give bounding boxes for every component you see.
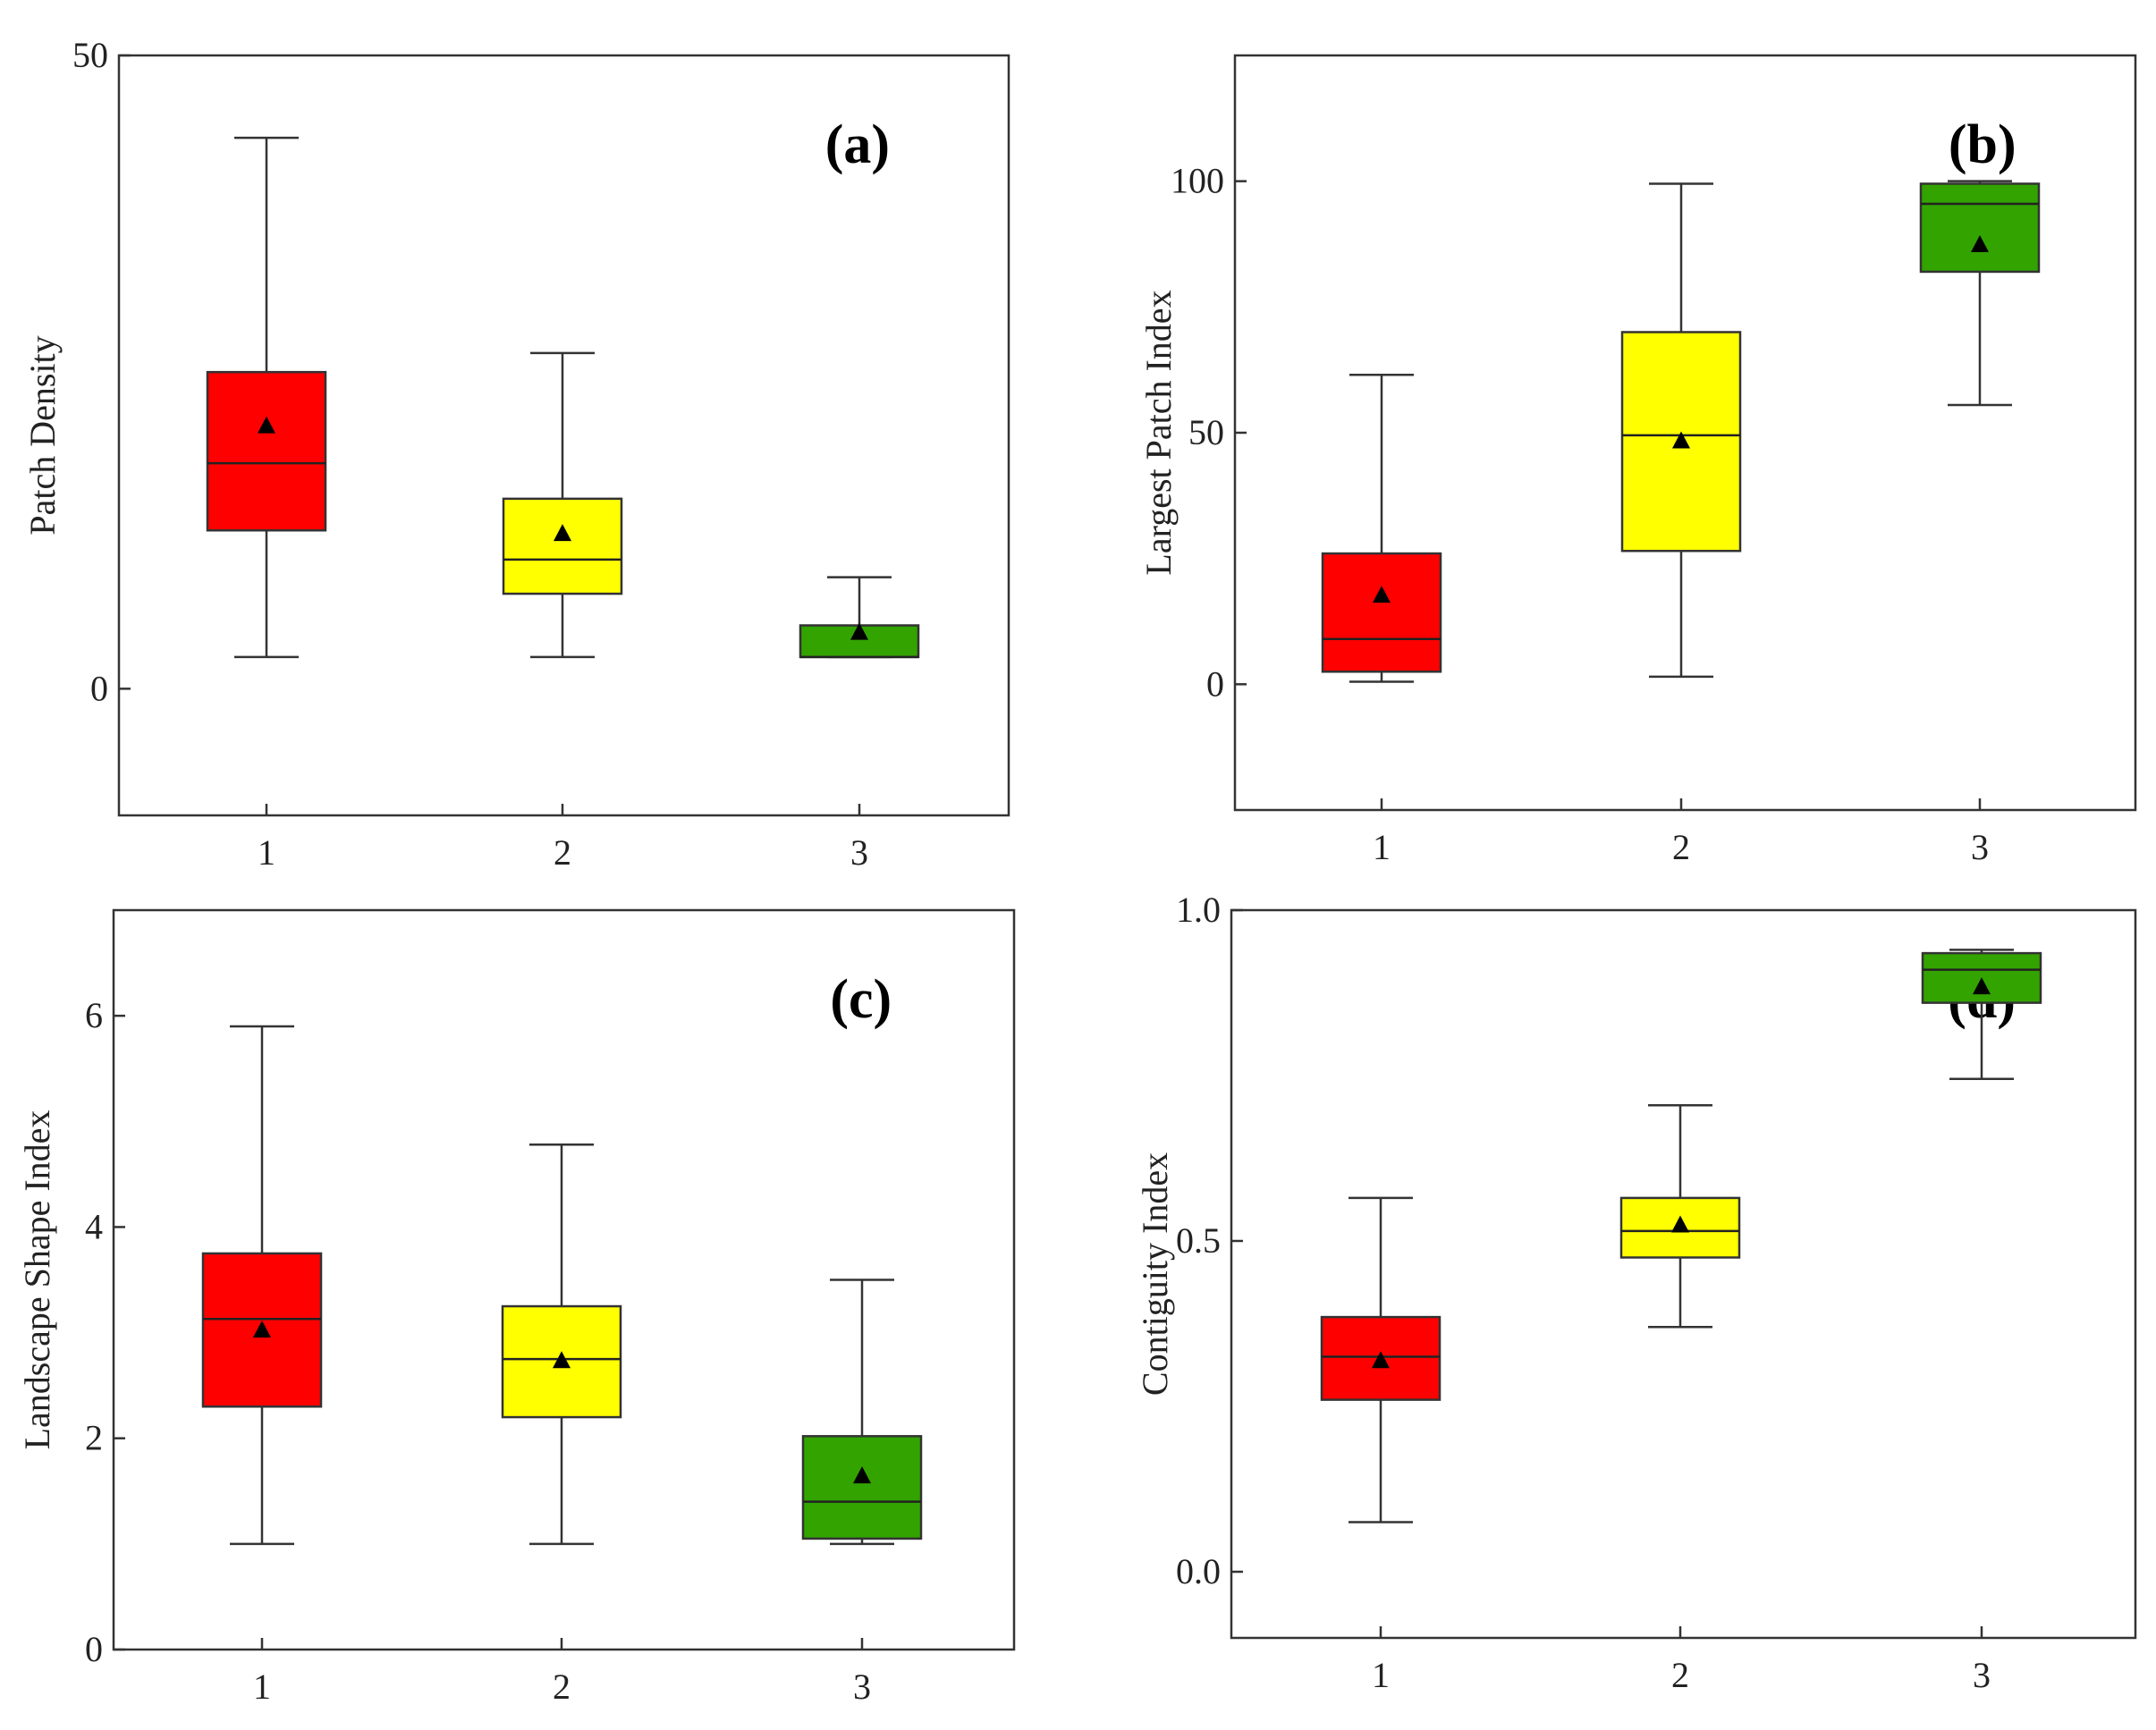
iqr-box: [502, 497, 623, 595]
x-tick-label: 1: [1372, 1655, 1390, 1695]
y-tick-label: 0.0: [1176, 1551, 1221, 1591]
mean-marker: [258, 416, 275, 434]
mean-marker: [1373, 586, 1391, 603]
box-category-1: [206, 136, 327, 659]
mean-marker: [1671, 1215, 1689, 1233]
box-category-1: [1321, 374, 1442, 683]
iqr-box: [1921, 951, 2042, 1004]
iqr-box: [801, 1435, 923, 1540]
x-tick-label: 2: [553, 1667, 571, 1707]
plot-frame: [112, 908, 1016, 1651]
x-tick-label: 1: [253, 1667, 271, 1707]
panel-label: (b): [1949, 114, 2016, 175]
y-tick-label: 0: [1206, 663, 1224, 704]
box-category-3: [801, 1279, 923, 1546]
y-axis-label: Patch Density: [22, 335, 63, 535]
iqr-box: [1321, 552, 1442, 673]
mean-marker: [553, 1351, 571, 1369]
x-tick-label: 1: [1373, 827, 1391, 867]
iqr-box: [1919, 182, 2041, 274]
box-category-1: [1320, 1196, 1442, 1523]
y-tick-label: 1.0: [1176, 890, 1221, 930]
y-axis-label: Contiguity Index: [1135, 1152, 1175, 1396]
box-category-3: [1919, 180, 2041, 407]
mean-marker: [554, 524, 571, 542]
x-tick-label: 3: [853, 1667, 871, 1707]
mean-marker: [850, 622, 868, 640]
y-tick-label: 2: [85, 1418, 103, 1458]
box-category-2: [1620, 182, 1742, 679]
y-tick-label: 50: [1188, 412, 1224, 452]
y-axis-label: Landscape Shape Index: [17, 1110, 57, 1450]
plot-frame: [1230, 908, 2137, 1640]
y-tick-label: 6: [85, 995, 103, 1035]
iqr-box: [799, 624, 920, 659]
box-category-1: [201, 1025, 323, 1546]
panel-b: 0 50 100 1 2 3 Largest Patch Index (b): [1138, 54, 2137, 867]
mean-marker: [853, 1466, 871, 1484]
box-category-3: [799, 576, 920, 659]
x-tick-label: 2: [554, 832, 571, 873]
mean-marker: [1973, 977, 1991, 995]
mean-marker: [1672, 431, 1690, 449]
y-tick-label: 100: [1171, 161, 1224, 201]
box-category-2: [502, 351, 623, 659]
mean-marker: [1971, 235, 1989, 252]
y-tick-label: 0: [85, 1629, 103, 1669]
panel-c: 0 2 4 6 1 2 3 Landscape Shape Index (c): [17, 908, 1016, 1707]
y-tick-label: 0: [90, 668, 108, 708]
box-category-3: [1921, 949, 2042, 1080]
panel-a: 0 50 1 2 3 Patch Density (a): [22, 35, 1010, 873]
iqr-box: [206, 370, 327, 532]
panel-label: (c): [830, 969, 892, 1030]
y-tick-label: 0.5: [1176, 1220, 1221, 1261]
y-tick-label: 50: [72, 35, 108, 75]
y-axis-label: Largest Patch Index: [1138, 290, 1179, 575]
x-tick-label: 3: [1973, 1655, 1991, 1695]
mean-marker: [1372, 1351, 1390, 1369]
x-tick-label: 1: [258, 832, 275, 873]
y-tick-label: 4: [85, 1206, 103, 1246]
panel-label: (a): [825, 114, 890, 175]
x-tick-label: 3: [850, 832, 868, 873]
x-tick-label: 3: [1971, 827, 1989, 867]
box-category-2: [1619, 1104, 1741, 1329]
mean-marker: [253, 1321, 271, 1338]
x-tick-label: 2: [1672, 827, 1690, 867]
plot-frame: [117, 54, 1010, 817]
box-category-2: [501, 1143, 622, 1546]
x-tick-label: 2: [1671, 1655, 1689, 1695]
